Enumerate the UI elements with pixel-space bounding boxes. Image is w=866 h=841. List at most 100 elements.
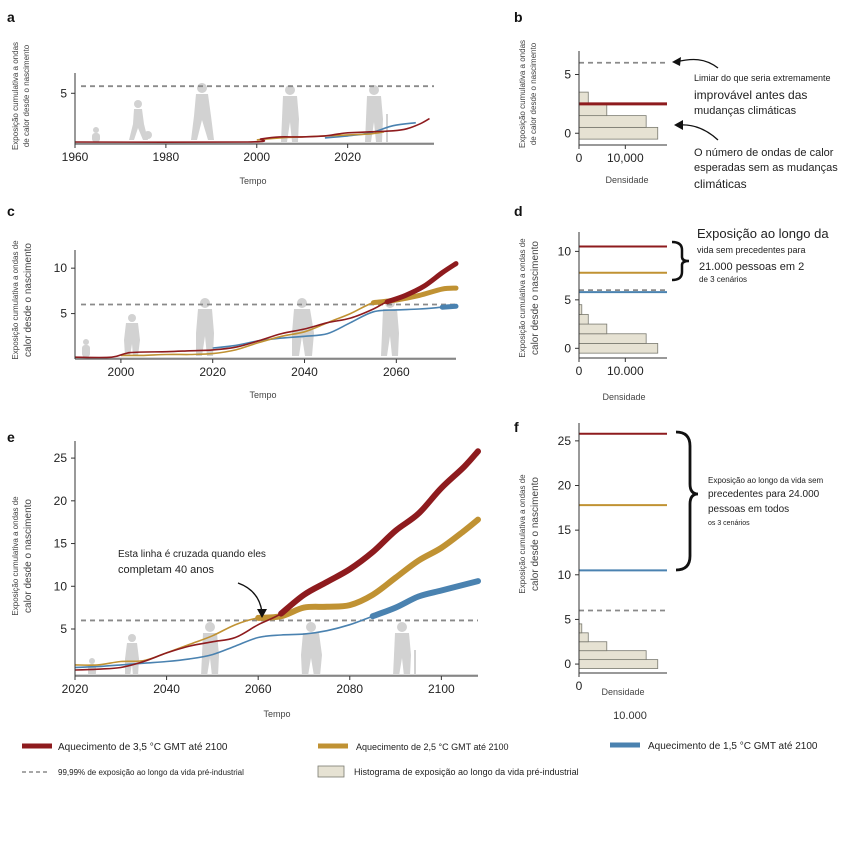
xtick-label-b: 0 xyxy=(576,151,583,165)
annotation-b-threshold: Limiar do que seria extremamente imprová… xyxy=(672,57,831,117)
legend-label-pre: 99,99% de exposição ao longo da vida pré… xyxy=(58,768,244,777)
hist-bar-d xyxy=(578,313,589,325)
silhouette-kid-a xyxy=(129,100,152,140)
ylabel-d-line1: Exposição cumulativa a ondas de xyxy=(518,238,527,358)
ytick-label-e: 5 xyxy=(60,622,67,636)
hist-bar-b xyxy=(578,91,589,105)
panel-letter-c: c xyxy=(7,203,15,219)
text-b-threshold-1: Limiar do que seria extremamente xyxy=(694,73,831,83)
arrowhead-b-expected xyxy=(674,120,683,130)
xtick-label-e: 2080 xyxy=(336,682,363,696)
arrow-b-threshold xyxy=(675,58,719,69)
text-b-expected-2: esperadas sem as mudanças xyxy=(694,162,838,174)
legend-label-w15: Aquecimento de 1,5 °C GMT até 2100 xyxy=(648,741,818,752)
series-line-w15-c xyxy=(212,305,457,349)
ytick-label-f: 25 xyxy=(558,434,572,448)
xtick-f-extra: 10.000 xyxy=(613,710,647,722)
ylabel-b: Exposição cumulativa a ondas de calor de… xyxy=(518,40,538,148)
hist-bar-f xyxy=(578,650,647,661)
ytick-label-f: 0 xyxy=(564,657,571,671)
hist-bar-d xyxy=(578,333,647,344)
xtick-label-a: 1980 xyxy=(153,150,180,164)
hist-bar-d xyxy=(578,323,608,335)
ytick-label-d: 5 xyxy=(564,293,571,307)
brace-d xyxy=(671,240,690,282)
annotation-f: Exposição ao longo da vida sem precedent… xyxy=(675,430,824,572)
ylabel-a-line1: Exposição cumulativa a ondas xyxy=(11,42,20,150)
panel-letter-b: b xyxy=(514,9,523,25)
ylabel-f: Exposição cumulativa a ondas de calor de… xyxy=(518,474,541,594)
hist-bar-b xyxy=(578,115,647,128)
text-e-1: Esta linha é cruzada quando eles xyxy=(118,549,266,560)
arrowhead-e xyxy=(257,609,267,618)
ylabel-b-line1: Exposição cumulativa a ondas xyxy=(518,40,527,148)
text-f-4: os 3 cenários xyxy=(708,520,750,527)
panel-letter-a: a xyxy=(7,9,15,25)
xtick-label-e: 2060 xyxy=(245,682,272,696)
ylabel-e-line1: Exposição cumulativa a ondas de xyxy=(11,496,20,616)
series-thick-w35-c xyxy=(384,261,459,305)
ytick-label-e: 25 xyxy=(54,451,68,465)
xtick-label-a: 2020 xyxy=(334,150,361,164)
xtick-label-e: 2020 xyxy=(62,682,89,696)
panel-letter-e: e xyxy=(7,429,15,445)
xlabel-f: Densidade xyxy=(601,687,644,697)
ytick-label-e: 20 xyxy=(54,494,68,508)
panel-letter-f: f xyxy=(514,419,519,435)
annotation-d: Exposição ao longo da vida sem precedent… xyxy=(671,226,829,284)
legend-swatch-hist xyxy=(317,765,345,778)
arrow-b-expected xyxy=(678,124,719,141)
xtick-label-f: 0 xyxy=(576,679,583,693)
panel-letter-d: d xyxy=(514,203,523,219)
series-thick-w35-e xyxy=(278,448,481,617)
brace-f xyxy=(675,430,699,572)
text-d-4: de 3 cenários xyxy=(699,275,747,284)
annotation-b-expected: O número de ondas de calor esperadas sem… xyxy=(674,120,838,191)
text-f-1: Exposição ao longo da vida sem xyxy=(708,476,824,485)
xtick-label-e: 2040 xyxy=(153,682,180,696)
xlabel-e: Tempo xyxy=(263,709,290,719)
chart-d: 0 10.000 0 5 10 xyxy=(558,232,667,378)
xtick-label-b: 10,000 xyxy=(607,151,644,165)
hist-bar-f xyxy=(578,641,608,652)
arrow-e xyxy=(237,582,263,613)
ytick-label-d: 10 xyxy=(558,244,572,258)
series-line-w35-a xyxy=(74,117,430,144)
chart-f: 00 5 10 15 20 25 xyxy=(558,423,667,693)
ytick-label-b: 0 xyxy=(564,126,571,140)
xlabel-b: Densidade xyxy=(605,175,648,185)
text-f-3: pessoas em todos xyxy=(708,504,789,515)
text-d-1: Exposição ao longo da xyxy=(697,226,829,241)
ylabel-e-line2: calor desde o nascimento xyxy=(23,499,34,613)
chart-a: 1960 1980 2000 2020 5 xyxy=(60,73,434,164)
xtick-label-a: 1960 xyxy=(62,150,89,164)
hist-bar-f xyxy=(578,632,589,643)
silhouette-child-a xyxy=(92,127,100,142)
ylabel-b-line2: de calor desde o nascimento xyxy=(529,42,538,145)
chart-c: 2000 2020 2040 2060 5 10 xyxy=(54,250,459,379)
xlabel-c: Tempo xyxy=(249,390,276,400)
xlabel-d: Densidade xyxy=(602,392,645,402)
text-b-threshold-2: improvável antes das xyxy=(694,88,807,102)
ylabel-d: Exposição cumulativa a ondas de calor de… xyxy=(518,238,541,358)
annotation-e: Esta linha é cruzada quando eles complet… xyxy=(118,549,267,618)
ytick-label-e: 10 xyxy=(54,579,68,593)
silhouette-adult-a xyxy=(281,85,299,142)
ylabel-c-line2: calor desde o nascimento xyxy=(23,243,34,357)
silhouette-adult-e xyxy=(301,622,322,676)
ytick-label-c: 5 xyxy=(60,307,67,321)
ytick-label-f: 15 xyxy=(558,523,572,537)
ylabel-f-line2: calor desde o nascimento xyxy=(530,477,541,591)
silhouette-child-c xyxy=(82,339,90,357)
legend: Aquecimento de 3,5 °C GMT até 2100 Aquec… xyxy=(22,741,818,778)
ylabel-a-line2: de calor desde o nascimento xyxy=(22,44,31,147)
arrowhead-b-threshold xyxy=(672,57,681,66)
hist-bar-b xyxy=(578,103,608,117)
silhouette-kid-c xyxy=(124,314,140,356)
xtick-label-c: 2060 xyxy=(383,365,410,379)
text-b-expected-1: O número de ondas de calor xyxy=(694,147,834,159)
ytick-label-b: 5 xyxy=(564,68,571,82)
chart-b: 0 10,000 0 5 xyxy=(564,51,667,165)
silhouette-elder-e xyxy=(393,622,416,676)
